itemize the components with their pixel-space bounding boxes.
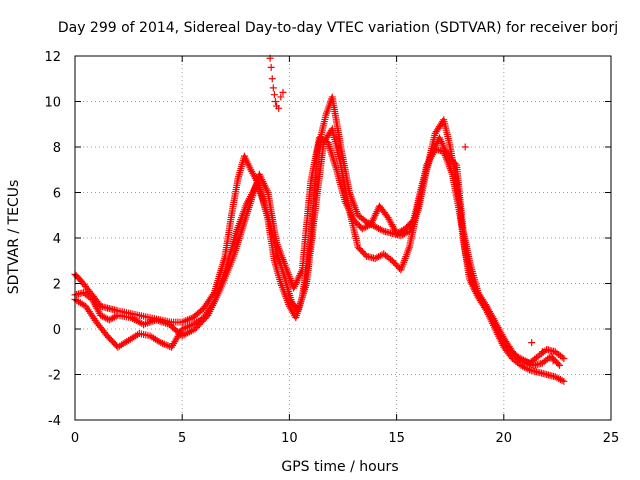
data-point (556, 361, 564, 369)
data-point (451, 160, 459, 168)
x-tick-label: 20 (496, 431, 513, 446)
data-point (486, 310, 494, 318)
x-tick-label: 0 (71, 431, 79, 446)
data-point (408, 217, 416, 225)
y-tick-label: 6 (53, 187, 61, 202)
y-tick-label: 10 (44, 96, 61, 111)
data-point (270, 91, 278, 99)
data-marks (71, 54, 568, 385)
x-tick-label: 10 (281, 431, 298, 446)
x-tick-label: 5 (178, 431, 186, 446)
y-tick-label: 12 (44, 50, 61, 65)
data-point (461, 143, 469, 151)
data-point (507, 353, 515, 361)
x-tick-label: 15 (388, 431, 405, 446)
axis-ticks: 0 5 10 15 20 25 -4 -2 0 2 4 6 8 10 12 (44, 50, 619, 446)
series-trace-c (71, 134, 564, 369)
y-tick-label: 8 (53, 141, 61, 156)
data-point (554, 360, 562, 368)
data-point (558, 376, 566, 384)
y-tick-label: -4 (48, 414, 61, 429)
data-point (378, 226, 386, 234)
data-point (560, 355, 568, 363)
data-point (549, 357, 557, 365)
series-trace-outliers (266, 54, 557, 365)
data-point (560, 377, 568, 385)
y-tick-label: 2 (53, 278, 61, 293)
data-point (267, 63, 275, 71)
data-point (277, 93, 285, 101)
x-tick-label: 25 (603, 431, 620, 446)
y-tick-label: 4 (53, 232, 61, 247)
data-point (558, 353, 566, 361)
y-tick-label: -2 (48, 369, 61, 384)
data-point (524, 365, 532, 373)
data-point (269, 84, 277, 92)
y-axis-label: SDTVAR / TECUs (6, 180, 22, 295)
x-axis-label: GPS time / hours (281, 459, 398, 475)
data-point (268, 75, 276, 83)
y-tick-label: 0 (53, 323, 61, 338)
data-point (528, 339, 536, 347)
data-point (279, 88, 287, 96)
data-point (538, 348, 546, 356)
data-point (275, 104, 283, 112)
chart-title: Day 299 of 2014, Sidereal Day-to-day VTE… (58, 20, 618, 36)
data-point (271, 98, 279, 105)
series-trace-a (71, 93, 568, 385)
